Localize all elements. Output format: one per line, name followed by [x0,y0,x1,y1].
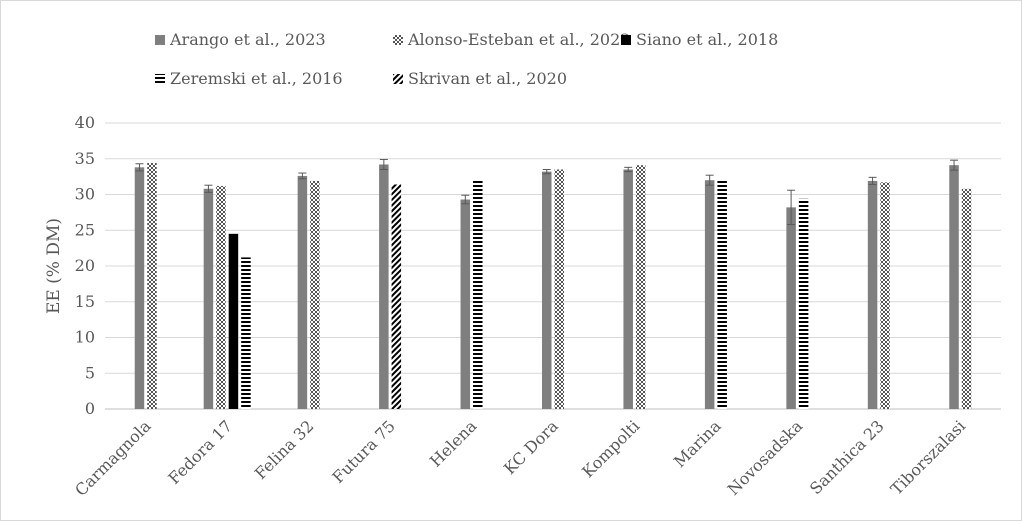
legend-swatch [393,74,403,84]
bar-horizontal-stripes [473,180,483,409]
legend-label: Alonso-Esteban et al., 2022 [407,30,630,49]
bar-solid-gray [297,175,308,409]
legend-swatch [393,35,403,45]
bar-checker [147,163,157,409]
y-tick-label: 30 [75,185,95,204]
bar-solid-gray [786,207,796,409]
bars [134,158,972,409]
gridlines [105,122,1001,410]
legend-swatch [155,35,165,45]
x-tick-label: Helena [426,416,481,471]
y-axis: 0 5 10 15 20 25 30 35 40 [75,113,1001,418]
bar-solid-black [228,233,239,409]
x-tick-label: Felina 32 [251,416,318,483]
y-tick-label: 35 [75,149,95,168]
y-tick-label: 15 [75,292,95,311]
x-tick-label: KC Dora [500,416,562,478]
bar-checker [216,185,226,409]
bar-solid-gray [203,188,214,409]
bar-checker [635,165,646,409]
bar-solid-gray [542,171,552,409]
bar-checker [310,180,320,409]
y-tick-label: 40 [75,113,95,132]
legend-label: Arango et al., 2023 [169,30,326,49]
bar-checker [554,169,564,409]
bar-solid-gray [460,199,471,409]
bar-solid-gray [704,180,715,409]
x-tick-label: Fedora 17 [164,416,236,488]
legend-label: Skrivan et al., 2020 [408,69,567,88]
x-tick-label: Santhica 23 [806,416,888,498]
bar-solid-gray [379,164,389,409]
x-tick-label: Kompolti [578,416,643,481]
bar-diagonal-stripes [391,184,402,409]
x-tick-label: Futura 75 [328,416,399,487]
legend-label: Zeremski et al., 2016 [170,69,343,88]
x-axis: Carmagnola Fedora 17 Felina 32 Futura 75 Hel… [71,416,969,500]
bar-horizontal-stripes [241,257,251,409]
bar-solid-gray [949,165,959,409]
bar-solid-gray [623,169,633,409]
legend: Arango et al., 2023 Alonso-Esteban et al.… [155,30,778,88]
legend-swatch [621,35,631,45]
legend-swatch [155,74,165,84]
bar-checker [961,188,972,409]
x-tick-label: Carmagnola [71,416,155,500]
bar-horizontal-stripes [798,198,809,409]
bar-solid-gray [134,167,145,409]
bar-horizontal-stripes [717,180,727,409]
y-tick-label: 0 [85,399,95,418]
y-tick-label: 10 [75,328,95,347]
y-tick-label: 25 [75,220,95,239]
y-tick-label: 5 [85,363,95,382]
bar-checker [880,182,890,409]
x-tick-label: Tiborszalasi [887,416,969,498]
y-axis-title: EE (% DM) [44,218,64,314]
legend-label: Siano et al., 2018 [636,30,778,49]
x-tick-label: Novosadska [724,416,807,499]
bar-solid-gray [867,180,878,409]
y-tick-label: 20 [75,256,95,275]
x-tick-label: Marina [670,416,725,471]
